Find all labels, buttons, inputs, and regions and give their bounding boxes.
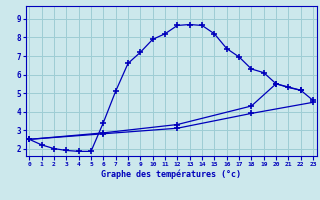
X-axis label: Graphe des températures (°c): Graphe des températures (°c): [101, 169, 241, 179]
